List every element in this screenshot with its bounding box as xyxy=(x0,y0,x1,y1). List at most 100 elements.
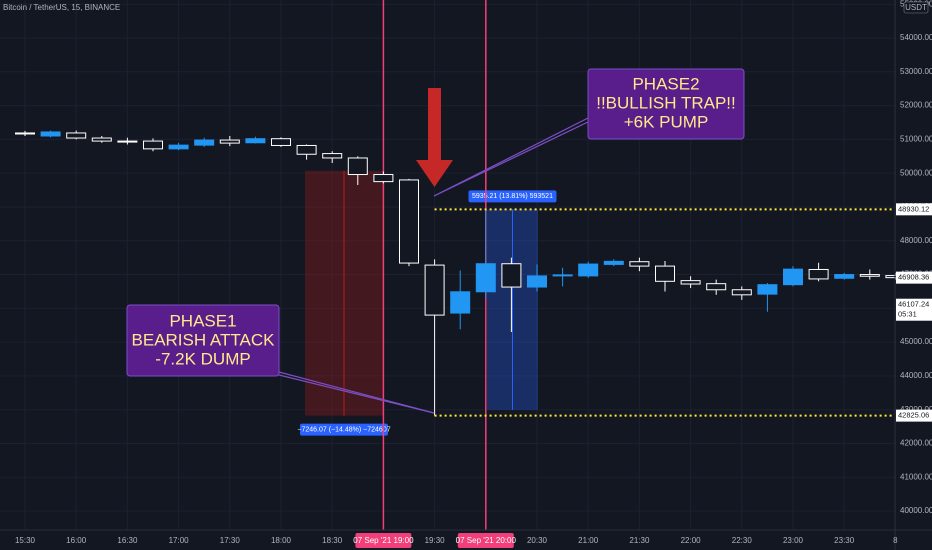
plot: −7246.07 (−14.48%) −724607 5935.21 (13.81… xyxy=(15,0,906,530)
y-tick-label: 50000.00 xyxy=(900,168,932,177)
x-tick-label: 07 Sep '21 20:00 xyxy=(456,536,517,545)
price-tag: 46107.24 xyxy=(898,300,929,309)
callout-phase1: PHASE1 BEARISH ATTACK -7.2K DUMP xyxy=(126,304,280,377)
x-tick-label: 15:30 xyxy=(15,536,36,545)
y-tick-label: 54000.00 xyxy=(900,33,932,42)
callout-box xyxy=(587,68,745,140)
grid xyxy=(0,0,896,530)
price-tag: 46908.36 xyxy=(898,273,929,282)
x-tick-label: 18:30 xyxy=(322,536,343,545)
x-tick-label: 21:30 xyxy=(629,536,650,545)
candle-body xyxy=(450,291,471,314)
candle-body xyxy=(399,179,419,264)
y-tick-label: 48000.00 xyxy=(900,236,932,245)
x-tick-label: 23:30 xyxy=(834,536,855,545)
callout-box xyxy=(126,304,280,377)
x-tick-label: 16:00 xyxy=(66,536,87,545)
candle-body xyxy=(603,260,624,265)
arrow xyxy=(416,88,453,187)
candle-body xyxy=(143,140,163,150)
price-tag: 42825.06 xyxy=(898,411,929,420)
connector xyxy=(433,120,591,197)
x-tick-label: 18:00 xyxy=(271,536,292,545)
connector xyxy=(433,116,591,197)
candle-body xyxy=(168,144,189,150)
y-tick-label: 43000.00 xyxy=(900,405,932,414)
x-tick-label: 07 Sep '21 19:00 xyxy=(353,536,414,545)
callout-text: BEARISH ATTACK xyxy=(132,330,276,349)
price-tag-bg xyxy=(896,409,932,422)
candle-body xyxy=(475,263,496,293)
callout-text: +6K PUMP xyxy=(624,112,709,131)
candle-body xyxy=(15,132,35,135)
y-tick-label: 52000.00 xyxy=(900,101,932,110)
candle-body xyxy=(117,140,138,143)
measure-label-bg xyxy=(300,423,388,436)
x-tick-label: 23:00 xyxy=(783,536,804,545)
candle-body xyxy=(66,132,87,139)
arrow-shaft xyxy=(428,88,441,162)
x-tick-label: 8 xyxy=(893,536,898,545)
price-tag-bg xyxy=(896,203,932,216)
callout-text: PHASE1 xyxy=(169,311,236,330)
measure-label-bg xyxy=(468,190,557,203)
y-tick-label: 42000.00 xyxy=(900,439,932,448)
callout-text: !!BULLISH TRAP!! xyxy=(596,93,736,112)
measure-label: −7246.07 (−14.48%) −724607 xyxy=(297,426,390,433)
arrow-head xyxy=(416,160,453,187)
candle-body xyxy=(501,263,522,288)
price-tag: 48930.12 xyxy=(898,204,929,213)
x-tick-label: 17:00 xyxy=(169,536,190,545)
candle-body xyxy=(731,289,752,296)
connectors xyxy=(278,116,591,414)
candle-body xyxy=(757,284,778,295)
currency: USDT xyxy=(905,3,927,12)
candle-body xyxy=(552,274,573,277)
callout-phase2: PHASE2 !!BULLISH TRAP!! +6K PUMP xyxy=(587,68,745,140)
candle-body xyxy=(706,283,727,291)
x-tick-label: 17:30 xyxy=(220,536,241,545)
candle-body xyxy=(680,280,701,285)
price-tag-bg xyxy=(896,271,932,284)
candle-body xyxy=(40,131,61,137)
candle-body xyxy=(271,138,291,146)
candle-body xyxy=(859,274,880,277)
countdown: 05:31 xyxy=(898,310,917,319)
price-tag-bg xyxy=(896,298,932,321)
candle-body xyxy=(629,261,650,267)
x-tick-label: 22:30 xyxy=(732,536,753,545)
callout-text: -7.2K DUMP xyxy=(155,349,250,368)
candle-body xyxy=(655,265,675,282)
chart-title: Bitcoin / TetherUS, 15, BINANCE xyxy=(3,3,120,12)
candle-body xyxy=(219,139,240,144)
y-tick-label: 41000.00 xyxy=(900,472,932,481)
candle-body xyxy=(91,137,112,142)
candle-body xyxy=(347,157,368,176)
candle-body xyxy=(424,264,445,316)
candle-body xyxy=(808,268,829,280)
y-tick-label: 51000.00 xyxy=(900,134,932,143)
candle-body xyxy=(373,174,394,183)
measure-label: 5935.21 (13.81%) 593521 xyxy=(472,193,553,200)
candle-body xyxy=(245,138,266,144)
y-tick-label: 53000.00 xyxy=(900,67,932,76)
candle-body xyxy=(783,268,803,286)
crosshair-label-bg xyxy=(355,533,412,548)
x-tick-label: 19:30 xyxy=(425,536,446,545)
x-tick-label: 16:30 xyxy=(117,536,138,545)
x-tick-label: 21:00 xyxy=(578,536,599,545)
x-tick-label: 22:00 xyxy=(681,536,702,545)
candle-body xyxy=(527,275,547,288)
candle-body xyxy=(834,274,855,279)
connector xyxy=(278,374,435,414)
candle-body xyxy=(194,139,215,146)
candle-body xyxy=(578,263,599,277)
callout-text: PHASE2 xyxy=(632,74,699,93)
y-tick-label: 44000.00 xyxy=(900,371,932,380)
y-tick-label: 45000.00 xyxy=(900,337,932,346)
crosshair-label-bg xyxy=(457,533,514,548)
x-tick-label: 20:30 xyxy=(527,536,548,545)
currency-badge xyxy=(903,1,929,14)
